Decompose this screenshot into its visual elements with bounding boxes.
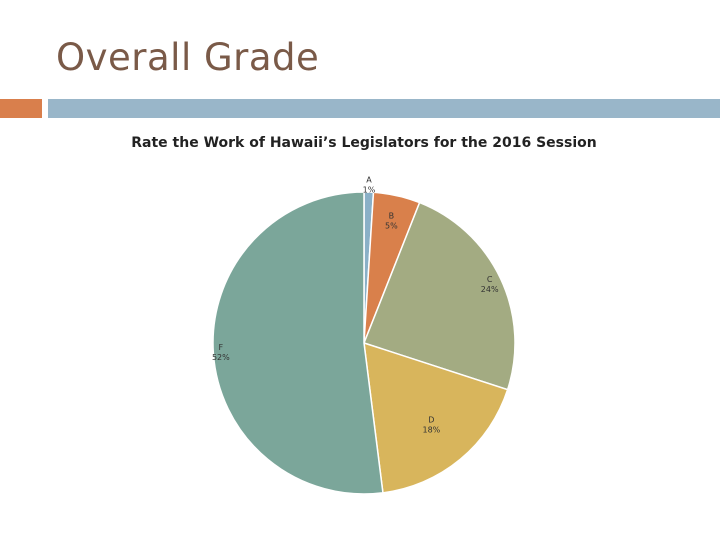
slice-percent-c: 24% — [481, 285, 499, 294]
title-accent-block — [0, 99, 42, 118]
pie-slice-f — [212, 191, 384, 495]
chart-title: Rate the Work of Hawaii’s Legislators fo… — [131, 135, 597, 151]
slice-percent-f: 52% — [212, 353, 230, 362]
slice-label-c: C — [487, 275, 493, 284]
title-rule-bar — [48, 99, 720, 118]
slice-label-a: A — [366, 176, 372, 185]
pie-slices — [212, 191, 516, 495]
slice-percent-a: 1% — [363, 186, 376, 195]
slice-percent-b: 5% — [385, 222, 398, 231]
pie-slice-c — [363, 201, 516, 391]
slice-label-b: B — [389, 212, 395, 221]
slice-label-d: D — [428, 415, 434, 424]
slice-percent-d: 18% — [422, 425, 440, 434]
slice-label-f: F — [219, 343, 224, 352]
slide-title: Overall Grade — [56, 36, 320, 79]
pie-slice-d — [363, 341, 509, 494]
pie-labels: A1% B5% C24% D18% F52% — [212, 176, 499, 435]
